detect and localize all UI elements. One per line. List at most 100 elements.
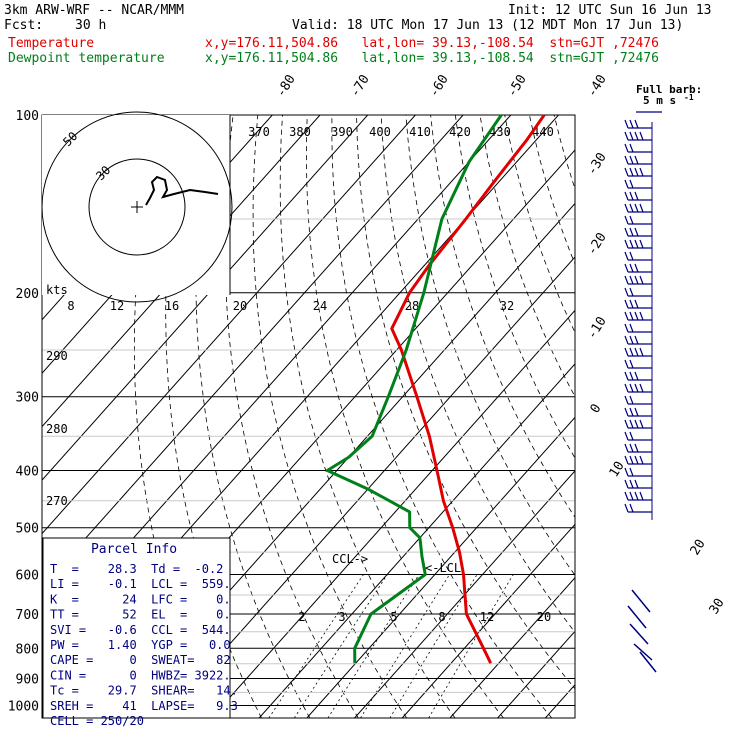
parcel-info-row: CAPE = 0 SWEAT= 82 [50, 653, 231, 667]
plot-frame [41, 114, 576, 719]
wind-barb [631, 589, 651, 613]
dry-adiabat-line [454, 115, 575, 459]
wind-barb [624, 239, 652, 249]
hodograph-tick-label: 12 [110, 299, 124, 313]
wind-barb [624, 167, 652, 177]
isotherm-line [354, 470, 575, 718]
barb-legend-exponent: -1 [684, 93, 694, 102]
wind-barb [624, 275, 652, 285]
parcel-info-row: K = 24 LFC = 0. [50, 592, 231, 606]
hodograph-tick-label: 24 [313, 299, 327, 313]
dry-adiabat-line [430, 115, 575, 519]
theta-label: 440 [532, 125, 554, 139]
wind-barb [624, 251, 652, 261]
theta-label: 420 [449, 125, 471, 139]
ccl-marker: CCL-> [332, 552, 368, 566]
wind-barb [624, 383, 652, 393]
parcel-info-row: CELL = 250/20 [50, 714, 144, 728]
hodograph-tick-label: 28 [405, 299, 419, 313]
wind-barb [624, 491, 652, 501]
mixing-ratio-label: 12 [480, 610, 494, 624]
hodograph-unit: kts [46, 283, 68, 297]
pressure-tick-label: 300 [16, 391, 39, 406]
wind-barb [624, 503, 652, 513]
isotherm-line [42, 115, 416, 535]
wind-barb [624, 443, 652, 453]
mixing-ratio-label: 20 [537, 610, 551, 624]
dry-adiabat-line [305, 115, 504, 718]
hodograph-trace [145, 175, 219, 206]
theta-label: 390 [331, 125, 353, 139]
wind-barb [624, 467, 652, 477]
wind-barb [624, 371, 652, 381]
parcel-info-row: PW = 1.40 YGP = 0.0 [50, 638, 231, 652]
dry-adiabat-line [603, 115, 740, 718]
dry-adiabat-line [279, 115, 456, 718]
pressure-tick-label: 900 [16, 672, 39, 687]
wind-barb [639, 651, 657, 673]
isotherm-label: -30 [585, 150, 610, 178]
wind-barb [624, 287, 652, 297]
mixing-ratio-label: 5 [390, 610, 397, 624]
isotherm-label: -40 [585, 72, 610, 100]
isotherm-label: -50 [505, 72, 530, 100]
theta-label: 400 [369, 125, 391, 139]
isotherm-label: 30 [707, 596, 728, 617]
wind-barb [624, 359, 652, 369]
chart-series [325, 114, 546, 664]
mixing-ratio-label: 8 [438, 610, 445, 624]
hodograph-ring-outer [41, 111, 233, 303]
parcel-info-box: Parcel Info T = 28.3 Td = -0.2LI = -0.1 L… [42, 537, 238, 728]
pressure-tick-label: 800 [16, 642, 39, 657]
wind-barb [624, 311, 652, 321]
theta-label: 290 [46, 349, 68, 363]
hodograph-tick-label: 32 [500, 299, 514, 313]
isotherm-line [401, 523, 575, 718]
wind-barb [624, 395, 652, 405]
isotherm-label: -70 [348, 72, 373, 100]
wind-barb [624, 191, 652, 201]
temperature-station-info: x,y=176.11,504.86 lat,lon= 39.13,-108.54… [205, 36, 659, 51]
wind-barb [624, 263, 652, 273]
isotherm-label: -80 [274, 72, 299, 100]
theta-label: 380 [289, 125, 311, 139]
dry-adiabat-line [702, 115, 740, 718]
hodograph-ring-inner [88, 158, 186, 256]
wind-barb [627, 605, 647, 629]
dewpoint-profile-line [325, 114, 503, 664]
dry-adiabat-line [678, 115, 740, 718]
isotherm-label: -20 [585, 230, 610, 258]
isotherm-line [593, 115, 740, 718]
dry-adiabat-line [356, 115, 575, 690]
wind-barb [624, 143, 652, 153]
dry-adiabat-line [224, 115, 359, 718]
pressure-tick-label: 100 [16, 109, 39, 124]
dry-adiabat-line [195, 115, 311, 718]
pressure-tick-label: 200 [16, 287, 39, 302]
hodograph-tick-label: 8 [67, 299, 74, 313]
wind-barb [624, 203, 652, 213]
isotherm-label: 10 [607, 459, 628, 480]
isotherm-line [497, 630, 575, 718]
isotherm-line [306, 416, 575, 718]
wind-barb [624, 407, 652, 417]
dry-adiabat-line [479, 115, 575, 398]
wind-barb [624, 431, 652, 441]
dry-adiabat-line [380, 115, 575, 633]
isotherm-label: 0 [588, 402, 605, 417]
theta-label: 410 [409, 125, 431, 139]
pressure-tick-label: 600 [16, 568, 39, 583]
dry-adiabat-line [504, 115, 575, 334]
parcel-info-row: SREH = 41 LAPSE= 9.3 [50, 699, 238, 713]
isotherm-line [449, 577, 575, 718]
mixing-ratio-line [268, 574, 364, 718]
temperature-legend: Temperature [8, 36, 95, 51]
wind-barb [624, 347, 652, 357]
dry-adiabat-line [727, 115, 740, 718]
wind-barb [624, 419, 652, 429]
parcel-info-row: SVI = -0.6 CCL = 544. [50, 623, 231, 637]
wind-barb [624, 479, 652, 489]
mixing-ratio-line [360, 574, 450, 718]
